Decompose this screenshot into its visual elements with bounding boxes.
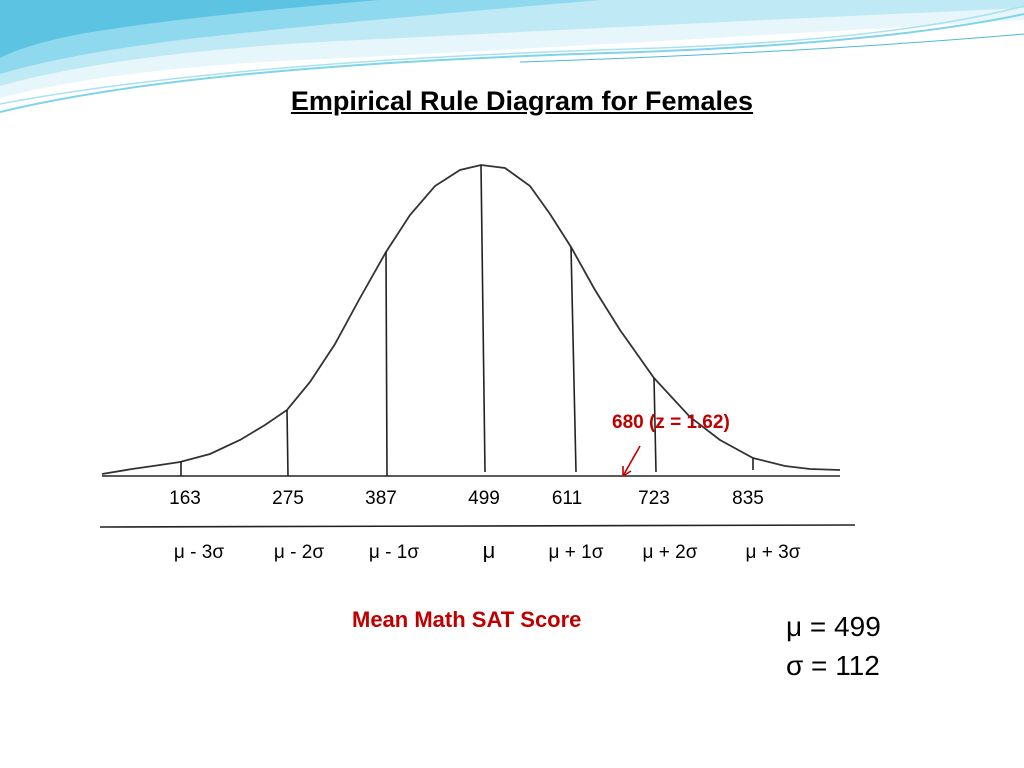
tick-label: 163 — [169, 488, 201, 509]
tick-label: 611 — [551, 488, 583, 509]
axis-line — [99, 524, 856, 528]
sigma-label: μ - 1σ — [368, 542, 420, 563]
normal-curve — [101, 164, 841, 475]
mean-stat: μ = 499 — [786, 611, 881, 642]
marker-mu-plus-2sigma — [653, 377, 657, 473]
sigma-label: μ + 1σ — [548, 542, 604, 563]
diagram-panel — [78, 160, 898, 565]
sigma-label: μ — [482, 538, 496, 563]
slide-title: Empirical Rule Diagram for Females — [290, 86, 754, 116]
x-axis-label: Mean Math SAT Score — [352, 607, 582, 632]
header-wave-decoration — [0, 0, 1024, 113]
annotation-arrow — [622, 445, 641, 477]
tick-label: 387 — [365, 488, 397, 509]
tick-label: 723 — [638, 488, 670, 509]
marker-mu-minus-1sigma — [385, 251, 388, 477]
sigma-label: μ - 3σ — [173, 542, 225, 563]
tick-label: 499 — [468, 488, 500, 509]
marker-mu-minus-2sigma — [286, 409, 289, 477]
sigma-label: μ + 2σ — [642, 542, 698, 563]
tick-label: 275 — [272, 488, 304, 509]
annotation-label: 680 (z = 1.62) — [612, 412, 730, 433]
sigma-label: μ - 2σ — [273, 542, 325, 563]
marker-mu — [480, 164, 486, 473]
sigma-label: μ + 3σ — [745, 542, 801, 563]
sd-stat: σ = 112 — [786, 650, 880, 681]
tick-label: 835 — [732, 488, 764, 509]
marker-mu-plus-1sigma — [570, 246, 577, 473]
